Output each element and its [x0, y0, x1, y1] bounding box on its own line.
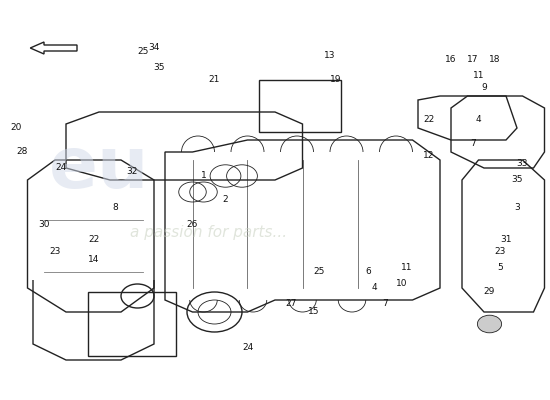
Text: 13: 13 [324, 52, 336, 60]
Text: 24: 24 [242, 344, 253, 352]
Text: 7: 7 [382, 300, 388, 308]
Text: 11: 11 [473, 72, 484, 80]
Text: 16: 16 [446, 56, 456, 64]
Text: 23: 23 [495, 248, 506, 256]
Text: 17: 17 [468, 56, 478, 64]
Text: 7: 7 [470, 140, 476, 148]
Text: 1: 1 [201, 172, 206, 180]
Text: 19: 19 [330, 76, 341, 84]
Text: 23: 23 [50, 248, 60, 256]
Text: 4: 4 [476, 116, 481, 124]
Text: 35: 35 [154, 64, 165, 72]
Text: 21: 21 [209, 76, 220, 84]
Text: 29: 29 [484, 288, 495, 296]
Text: 20: 20 [11, 124, 22, 132]
Circle shape [477, 315, 502, 333]
Text: 12: 12 [424, 152, 434, 160]
Text: 6: 6 [366, 268, 371, 276]
Text: 11: 11 [402, 264, 412, 272]
Text: 27: 27 [286, 300, 297, 308]
Text: 28: 28 [16, 148, 28, 156]
Text: 22: 22 [88, 236, 99, 244]
Text: 33: 33 [517, 160, 528, 168]
Text: 30: 30 [39, 220, 50, 228]
Text: 9: 9 [481, 84, 487, 92]
Text: 8: 8 [113, 204, 118, 212]
Text: 14: 14 [88, 256, 99, 264]
Text: 31: 31 [500, 236, 512, 244]
Text: 5: 5 [498, 264, 503, 272]
Text: 4: 4 [371, 284, 377, 292]
Text: eu: eu [49, 134, 149, 202]
Text: 32: 32 [126, 168, 138, 176]
Text: 2: 2 [223, 196, 228, 204]
Text: 10: 10 [396, 280, 407, 288]
Text: 25: 25 [138, 48, 148, 56]
Text: 35: 35 [512, 176, 522, 184]
Text: 26: 26 [187, 220, 198, 228]
Text: 18: 18 [490, 56, 500, 64]
Text: 24: 24 [55, 164, 66, 172]
Text: 34: 34 [148, 44, 159, 52]
Text: a passion for parts...: a passion for parts... [130, 224, 288, 240]
Text: 15: 15 [308, 308, 319, 316]
Text: 3: 3 [514, 204, 520, 212]
Text: 25: 25 [314, 268, 324, 276]
Text: 22: 22 [424, 116, 434, 124]
